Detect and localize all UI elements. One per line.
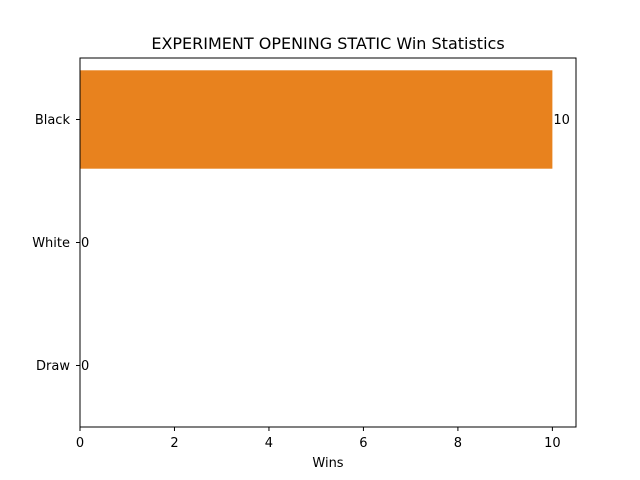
chart-title: EXPERIMENT OPENING STATIC Win Statistics bbox=[151, 34, 504, 53]
y-tick-label: Black bbox=[35, 113, 71, 128]
x-tick-label: 10 bbox=[544, 436, 561, 451]
x-axis: 0 2 4 6 8 10 bbox=[76, 427, 561, 451]
y-tick-label: Draw bbox=[36, 359, 70, 374]
data-label: 0 bbox=[81, 359, 89, 374]
y-axis: Black White Draw bbox=[32, 113, 80, 374]
x-tick-label: 8 bbox=[454, 436, 462, 451]
x-tick-label: 2 bbox=[170, 436, 178, 451]
x-tick-label: 0 bbox=[76, 436, 84, 451]
x-axis-label: Wins bbox=[312, 456, 343, 471]
x-tick-label: 6 bbox=[359, 436, 367, 451]
bars-layer bbox=[80, 70, 553, 169]
data-label: 10 bbox=[553, 113, 570, 128]
data-label: 0 bbox=[81, 236, 89, 251]
data-labels-layer: 10 0 0 bbox=[81, 113, 570, 374]
bar-black bbox=[80, 70, 553, 169]
y-tick-label: White bbox=[32, 236, 70, 251]
x-tick-label: 4 bbox=[265, 436, 273, 451]
